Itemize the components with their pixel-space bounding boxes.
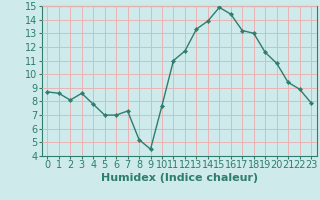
X-axis label: Humidex (Indice chaleur): Humidex (Indice chaleur)	[100, 173, 258, 183]
